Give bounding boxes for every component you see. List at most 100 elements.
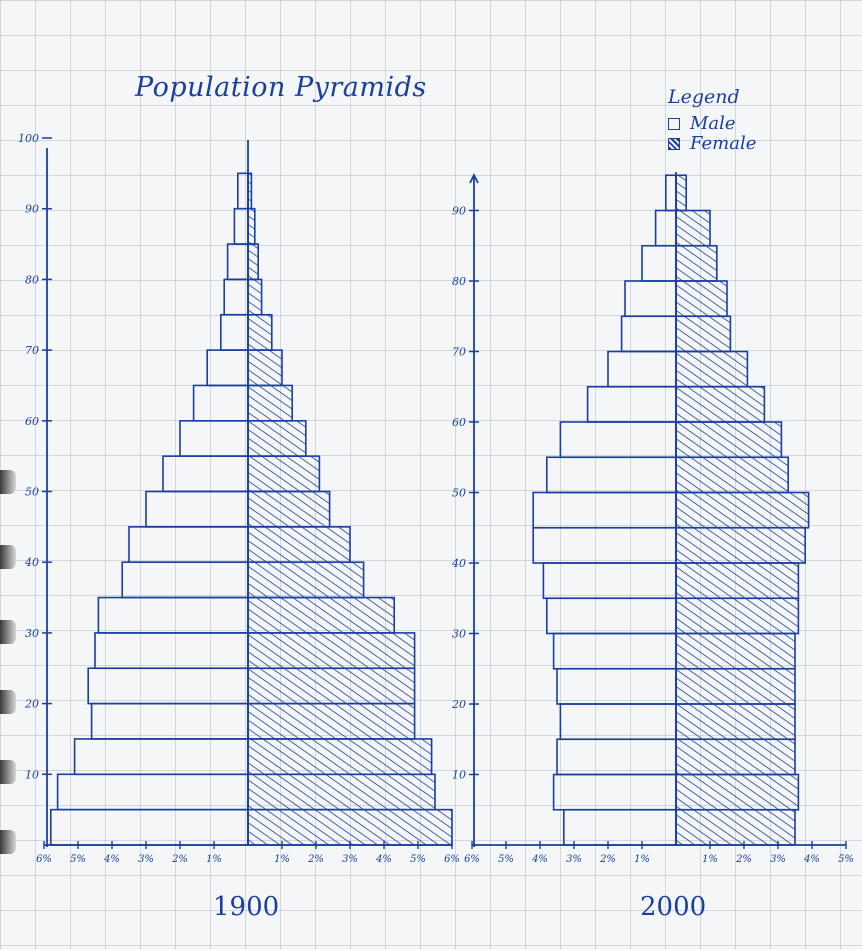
bar-female-90-94 — [675, 174, 687, 212]
bar-female-25-29 — [247, 632, 416, 670]
bar-female-0-4 — [675, 808, 796, 846]
legend-label-female: Female — [690, 133, 757, 154]
y-tick-label-60: 60 — [25, 415, 39, 428]
bar-female-80-84 — [247, 243, 259, 281]
bar-female-15-19 — [675, 703, 796, 741]
notebook-spiral — [0, 690, 16, 714]
y-axis-arrow — [469, 172, 479, 184]
bar-female-40-44 — [675, 526, 806, 564]
bar-male-5-9 — [552, 773, 677, 811]
notebook-spiral — [0, 470, 16, 494]
chart-title: Population Pyramids — [135, 72, 427, 103]
bar-male-90-94 — [237, 172, 249, 210]
y-tick-label-100: 100 — [18, 132, 39, 145]
x-tick-label-right-1: 1% — [274, 854, 290, 865]
y-tick-label-50: 50 — [452, 487, 466, 500]
bar-male-35-39 — [542, 562, 677, 600]
y-tick-label-80: 80 — [25, 273, 39, 286]
bar-male-35-39 — [121, 561, 249, 599]
y-tick-label-20: 20 — [451, 698, 466, 711]
y-tick-label-30: 30 — [452, 628, 466, 641]
bar-female-60-64 — [247, 384, 294, 422]
bar-female-5-9 — [675, 773, 800, 811]
notebook-spiral — [0, 545, 16, 569]
bar-female-50-54 — [675, 456, 789, 494]
bar-female-55-59 — [675, 421, 783, 459]
bar-female-5-9 — [247, 773, 436, 811]
bar-female-60-64 — [675, 385, 766, 423]
bar-male-25-29 — [552, 632, 677, 670]
x-tick-label-left-3: 3% — [138, 854, 154, 865]
bar-female-55-59 — [247, 419, 307, 457]
x-tick-label-left-1: 1% — [634, 854, 650, 865]
bar-male-75-79 — [223, 278, 249, 316]
y-tick-label-90: 90 — [25, 203, 39, 216]
bar-female-35-39 — [675, 562, 800, 600]
bar-male-0-4 — [562, 808, 677, 846]
bar-male-5-9 — [56, 773, 249, 811]
bar-female-65-69 — [247, 349, 283, 387]
bar-male-0-4 — [49, 808, 249, 846]
y-tick-label-90: 90 — [452, 205, 466, 218]
legend: Legend Male Female — [668, 86, 756, 154]
bar-female-45-49 — [675, 491, 810, 529]
legend-item-female: Female — [668, 134, 756, 154]
x-tick-label-right-1: 1% — [702, 854, 718, 865]
bar-male-20-24 — [87, 667, 249, 705]
bar-female-65-69 — [675, 350, 749, 388]
bar-male-85-89 — [654, 209, 677, 247]
bar-male-50-54 — [162, 455, 249, 493]
bar-male-65-69 — [206, 349, 249, 387]
bar-male-30-34 — [97, 596, 249, 634]
bar-female-70-74 — [675, 315, 732, 353]
y-tick-label-80: 80 — [452, 275, 466, 288]
bar-male-65-69 — [607, 350, 677, 388]
x-tick-label-left-4: 4% — [531, 854, 548, 865]
bar-male-60-64 — [192, 384, 249, 422]
y-tick-label-40: 40 — [24, 556, 39, 569]
bar-female-10-14 — [675, 738, 796, 776]
bar-male-55-59 — [559, 421, 677, 459]
bar-male-55-59 — [179, 419, 249, 457]
bar-male-80-84 — [226, 243, 249, 281]
notebook-spiral — [0, 620, 16, 644]
bar-female-30-34 — [247, 596, 395, 634]
x-tick-label-left-2: 2% — [599, 854, 616, 865]
x-tick-label-left-6: 6% — [36, 854, 52, 865]
x-tick-label-left-5: 5% — [498, 854, 514, 865]
bar-male-85-89 — [233, 207, 249, 245]
x-tick-label-left-6: 6% — [464, 854, 480, 865]
bar-female-35-39 — [247, 561, 365, 599]
bar-female-85-89 — [675, 209, 711, 247]
legend-swatch-female — [668, 138, 680, 150]
notebook-spiral — [0, 760, 16, 784]
bar-male-15-19 — [559, 703, 677, 741]
bar-male-45-49 — [145, 490, 249, 528]
x-tick-label-right-2: 2% — [735, 854, 752, 865]
pyramid-2000: 10 20 30 40 50 60 70 80 90 6% 5% 4% 3% 2% 1% 1% 2% 3% 4% 5% — [451, 172, 854, 865]
x-tick-label-right-4: 4% — [375, 854, 392, 865]
bar-male-40-44 — [532, 526, 677, 564]
x-tick-label-right-4: 4% — [803, 854, 820, 865]
legend-label-male: Male — [690, 113, 736, 134]
x-tick-label-left-5: 5% — [70, 854, 86, 865]
y-tick-label-70: 70 — [452, 346, 466, 359]
y-tick-label-20: 20 — [24, 698, 39, 711]
bar-male-80-84 — [641, 244, 677, 282]
bar-female-15-19 — [247, 702, 416, 740]
y-tick-label-60: 60 — [452, 416, 466, 429]
x-tick-label-right-2: 2% — [307, 854, 324, 865]
year-label-2000: 2000 — [640, 892, 707, 922]
bar-female-30-34 — [675, 597, 800, 635]
bar-female-0-4 — [247, 808, 453, 846]
pyramid-1900: 10 20 30 40 50 60 70 80 90 100 6% 5% 4% 3% 2% 1% 1% 2% 3% 4… — [18, 132, 460, 865]
bar-female-20-24 — [247, 667, 416, 705]
x-tick-label-right-6: 6% — [444, 854, 460, 865]
bar-male-10-14 — [73, 738, 249, 776]
y-tick-label-10: 10 — [452, 769, 466, 782]
year-label-1900: 1900 — [213, 892, 280, 922]
bar-male-25-29 — [94, 632, 249, 670]
bar-male-70-74 — [220, 313, 249, 351]
bar-female-45-49 — [247, 490, 331, 528]
bar-female-25-29 — [675, 632, 796, 670]
